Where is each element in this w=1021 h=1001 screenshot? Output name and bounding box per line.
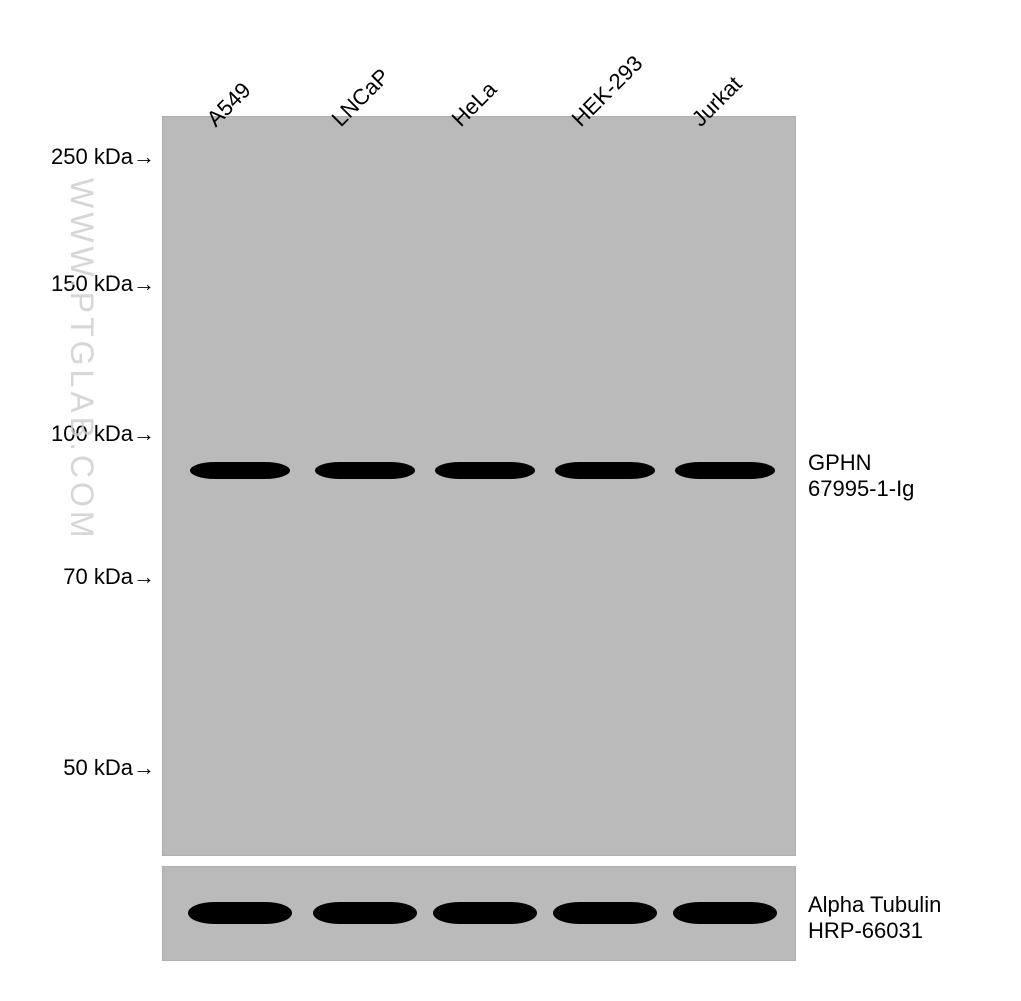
antibody-name: Alpha Tubulin <box>808 892 941 918</box>
antibody-label: GPHN67995-1-Ig <box>808 450 914 502</box>
tubulin-band <box>433 902 537 924</box>
antibody-name: GPHN <box>808 450 914 476</box>
marker-label: 250 kDa→ <box>0 144 155 170</box>
antibody-catalog: HRP-66031 <box>808 918 941 944</box>
tubulin-band <box>188 902 292 924</box>
arrow-right-icon: → <box>133 564 155 590</box>
marker-value: 70 kDa <box>63 564 133 589</box>
gphn-band <box>190 462 290 479</box>
arrow-right-icon: → <box>133 421 155 447</box>
gphn-band <box>315 462 415 479</box>
watermark-text: WWW.PTGLAB.COM <box>63 178 100 542</box>
gphn-band <box>435 462 535 479</box>
marker-value: 150 kDa <box>51 271 133 296</box>
marker-label: 100 kDa→ <box>0 421 155 447</box>
antibody-catalog: 67995-1-Ig <box>808 476 914 502</box>
marker-label: 150 kDa→ <box>0 271 155 297</box>
marker-value: 250 kDa <box>51 144 133 169</box>
arrow-right-icon: → <box>133 271 155 297</box>
marker-label: 50 kDa→ <box>0 755 155 781</box>
gphn-band <box>555 462 655 479</box>
tubulin-band <box>553 902 657 924</box>
main-blot-area <box>162 116 796 856</box>
marker-label: 70 kDa→ <box>0 564 155 590</box>
marker-value: 100 kDa <box>51 421 133 446</box>
arrow-right-icon: → <box>133 144 155 170</box>
gphn-band <box>675 462 775 479</box>
arrow-right-icon: → <box>133 755 155 781</box>
antibody-label: Alpha TubulinHRP-66031 <box>808 892 941 944</box>
tubulin-band <box>673 902 777 924</box>
western-blot-figure: A549LNCaPHeLaHEK-293Jurkat 250 kDa→150 k… <box>0 0 1021 1001</box>
tubulin-band <box>313 902 417 924</box>
marker-value: 50 kDa <box>63 755 133 780</box>
